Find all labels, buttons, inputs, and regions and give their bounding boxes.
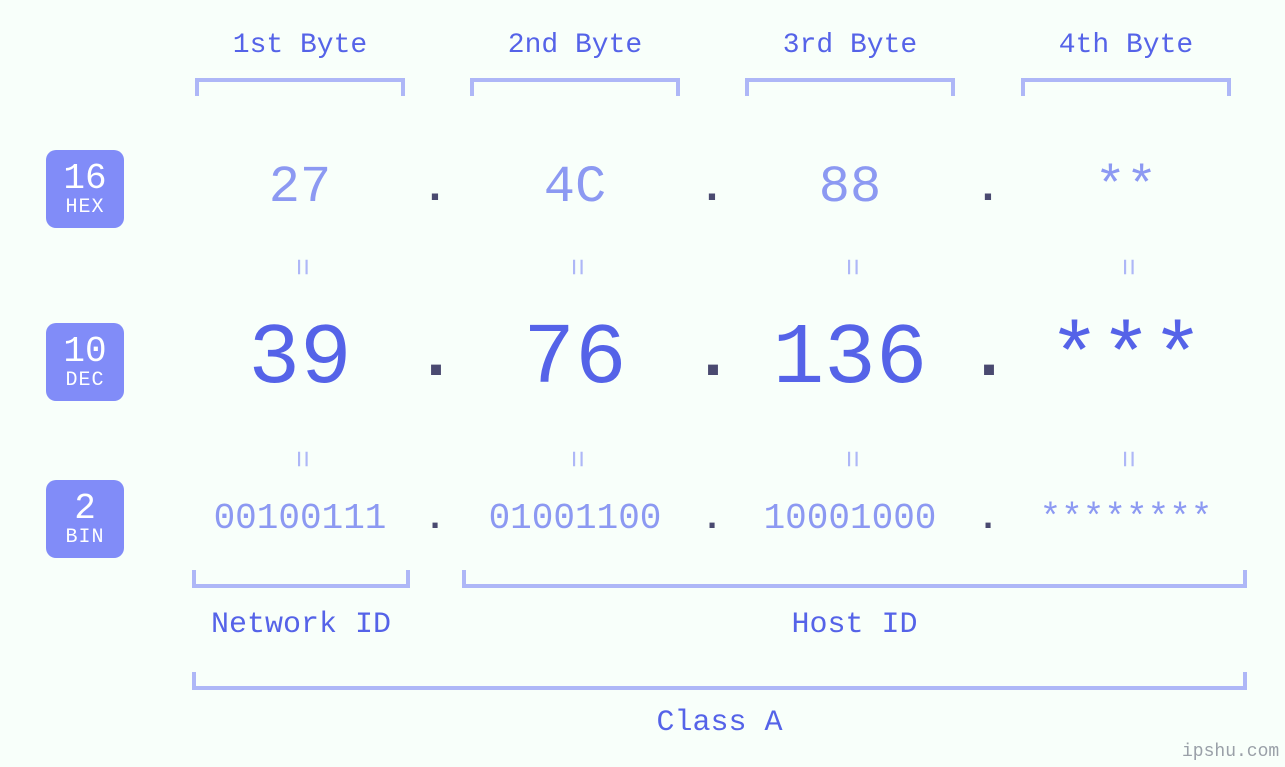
bin-byte-1: 00100111 xyxy=(170,498,430,539)
equals-icon: = xyxy=(558,235,592,295)
host-id-bracket xyxy=(462,570,1247,588)
byte-top-bracket-3 xyxy=(745,78,955,96)
dec-byte-2: 76 xyxy=(440,310,710,408)
equals-icon: = xyxy=(283,235,317,295)
class-label: Class A xyxy=(192,706,1247,740)
dec-byte-4: *** xyxy=(991,310,1261,408)
dec-byte-1: 39 xyxy=(165,310,435,408)
watermark: ipshu.com xyxy=(1182,742,1279,762)
byte-top-bracket-1 xyxy=(195,78,405,96)
equals-icon: = xyxy=(833,235,867,295)
byte-header-1: 1st Byte xyxy=(180,30,420,61)
equals-icon: = xyxy=(558,427,592,487)
dot: . xyxy=(415,498,455,539)
equals-icon: = xyxy=(283,427,317,487)
dot: . xyxy=(692,318,732,397)
base-badge-hex-num: 16 xyxy=(63,160,106,198)
class-bracket xyxy=(192,672,1247,690)
dot: . xyxy=(968,164,1008,214)
network-id-bracket xyxy=(192,570,410,588)
hex-byte-1: 27 xyxy=(170,158,430,217)
base-badge-dec-num: 10 xyxy=(63,333,106,371)
host-id-label: Host ID xyxy=(462,608,1247,642)
bin-byte-2: 01001100 xyxy=(445,498,705,539)
bin-byte-3: 10001000 xyxy=(720,498,980,539)
dot: . xyxy=(968,498,1008,539)
base-badge-hex-lbl: HEX xyxy=(65,197,104,218)
equals-icon: = xyxy=(1109,235,1143,295)
dot: . xyxy=(692,164,732,214)
dot: . xyxy=(415,164,455,214)
bin-byte-4: ******** xyxy=(996,498,1256,539)
equals-icon: = xyxy=(1109,427,1143,487)
base-badge-hex: 16HEX xyxy=(46,150,124,228)
hex-byte-3: 88 xyxy=(720,158,980,217)
byte-header-2: 2nd Byte xyxy=(455,30,695,61)
equals-icon: = xyxy=(833,427,867,487)
base-badge-bin: 2BIN xyxy=(46,480,124,558)
dot: . xyxy=(968,318,1008,397)
hex-byte-2: 4C xyxy=(445,158,705,217)
hex-byte-4: ** xyxy=(996,158,1256,217)
base-badge-dec: 10DEC xyxy=(46,323,124,401)
byte-header-3: 3rd Byte xyxy=(730,30,970,61)
network-id-label: Network ID xyxy=(192,608,410,642)
byte-top-bracket-2 xyxy=(470,78,680,96)
byte-top-bracket-4 xyxy=(1021,78,1231,96)
dot: . xyxy=(415,318,455,397)
dot: . xyxy=(692,498,732,539)
base-badge-bin-num: 2 xyxy=(74,490,96,528)
byte-header-4: 4th Byte xyxy=(1006,30,1246,61)
base-badge-dec-lbl: DEC xyxy=(65,370,104,391)
dec-byte-3: 136 xyxy=(715,310,985,408)
base-badge-bin-lbl: BIN xyxy=(65,527,104,548)
